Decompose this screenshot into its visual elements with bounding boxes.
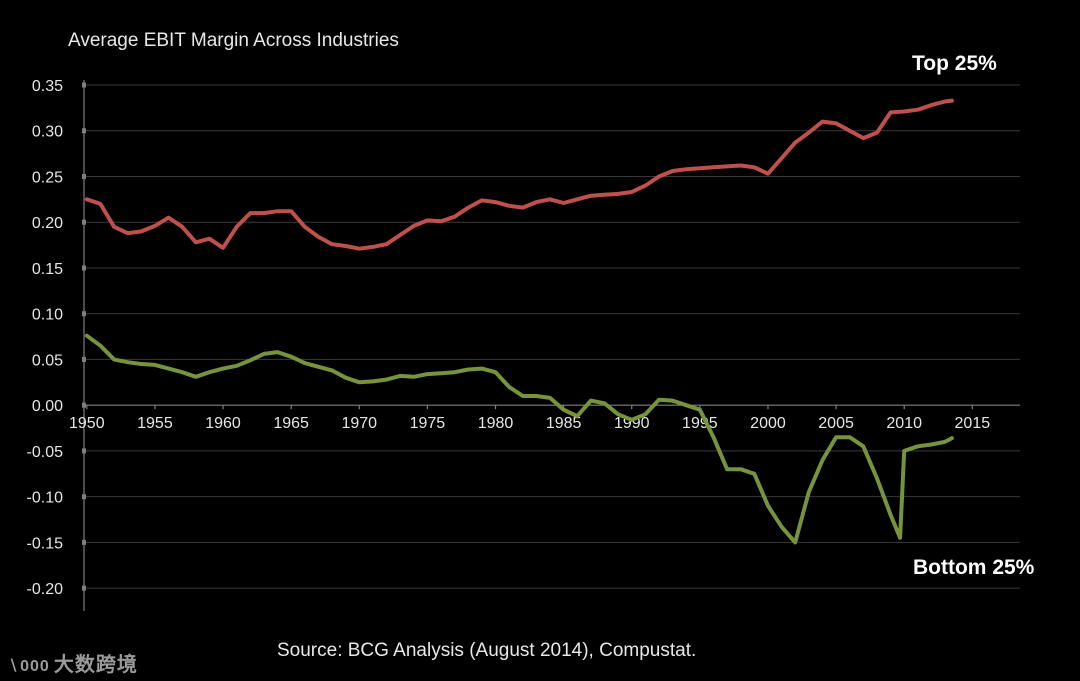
y-tick-label: 0.35: [32, 78, 63, 95]
x-axis: 1950 1955 1960 1965 1970 1975 1980 1985 1990 1995…: [69, 404, 1020, 432]
top-25-label: Top 25%: [912, 52, 997, 75]
bottom-25-series-line: [84, 333, 954, 545]
y-tick-label: 0.25: [32, 169, 63, 186]
chart-title: Average EBIT Margin Across Industries: [68, 30, 399, 51]
x-tick-label: 1965: [273, 415, 309, 432]
x-tick-label: 1980: [478, 415, 514, 432]
watermark-logo-icon: ∖000: [8, 658, 50, 675]
y-tick-label: 0.30: [32, 124, 63, 141]
y-tick-label: -0.05: [27, 444, 64, 461]
watermark: ∖000 大数跨境: [8, 648, 138, 677]
x-tick-label: 1975: [410, 415, 446, 432]
x-tick-label: 2010: [886, 415, 922, 432]
top-25-series-line: [84, 98, 954, 251]
x-tick-label: 1955: [137, 415, 173, 432]
x-tick-label: 1960: [205, 415, 241, 432]
bottom-25-label: Bottom 25%: [913, 556, 1035, 579]
y-tick-label: -0.15: [27, 535, 64, 552]
y-tick-label: 0.00: [32, 398, 63, 415]
x-tick-label: 2005: [818, 415, 854, 432]
y-tick-label: 0.10: [32, 307, 63, 324]
watermark-text: 大数跨境: [53, 654, 138, 676]
y-tick-label: 0.20: [32, 215, 63, 232]
x-tick-label: 1950: [69, 415, 105, 432]
y-tick-label: 0.05: [32, 352, 63, 369]
x-tick-label: 1990: [614, 415, 650, 432]
x-tick-label: 1970: [341, 415, 377, 432]
y-tick-label: -0.20: [27, 581, 64, 598]
x-tick-label: 2015: [955, 415, 991, 432]
x-tick-label: 1995: [682, 415, 718, 432]
y-tick-label: 0.15: [32, 261, 63, 278]
series-lines: [84, 98, 954, 545]
y-axis: 0.35 0.30 0.25 0.20 0.15 0.10 0.05 0.00 -0.05 -0.…: [27, 78, 86, 611]
source-note: Source: BCG Analysis (August 2014), Comp…: [277, 640, 697, 661]
gridlines: [84, 84, 1020, 589]
x-tick-label: 2000: [750, 415, 786, 432]
x-tick-label: 1985: [546, 415, 582, 432]
y-tick-label: -0.10: [27, 490, 64, 507]
